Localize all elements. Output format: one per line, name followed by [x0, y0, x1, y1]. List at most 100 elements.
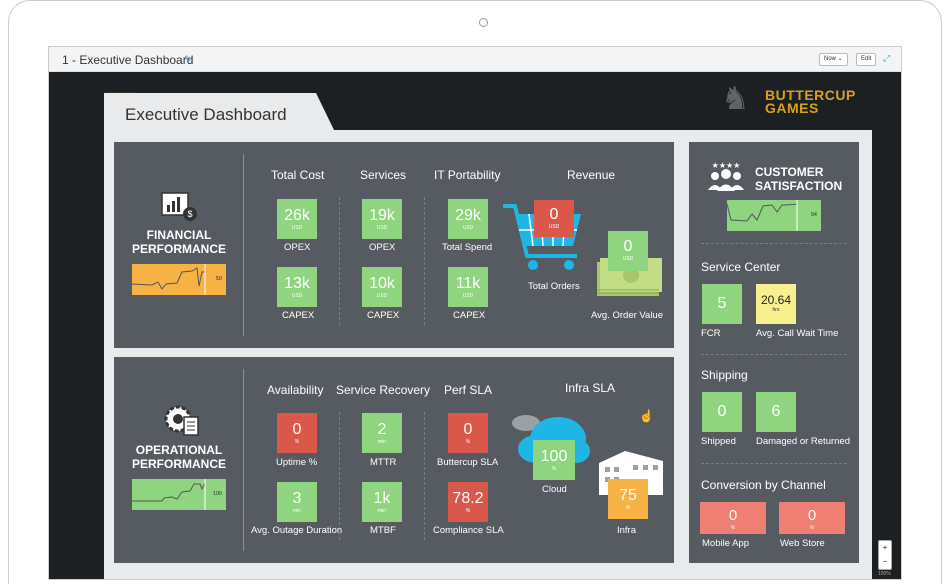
capex-portability-tile[interactable]: 11k USD [448, 267, 488, 307]
tile-label: Avg. Outage Duration [251, 525, 343, 536]
financial-spark-value: 50 [215, 276, 222, 282]
zoom-level: 100% [878, 571, 891, 577]
mttr-tile[interactable]: 2 min [362, 413, 402, 453]
total-orders-tile[interactable]: 0 USD [534, 200, 574, 237]
dashboard-canvas: ♞ BUTTERCUP GAMES Executive Dashboard $ … [49, 72, 901, 579]
financial-title: FINANCIAL PERFORMANCE [124, 228, 234, 256]
operational-title: OPERATIONAL PERFORMANCE [124, 443, 234, 471]
dashboard-title-tab: Executive Dashboard [104, 93, 334, 130]
total-spend-tile[interactable]: 29k USD [448, 199, 488, 239]
financial-title-line2: PERFORMANCE [131, 242, 226, 256]
operational-spark-value: 100 [212, 491, 222, 497]
zoom-out-button[interactable]: − [882, 557, 888, 566]
total-cost-header: Total Cost [271, 168, 325, 182]
customer-title-line1: CUSTOMER [755, 165, 824, 179]
mobile-app-tile[interactable]: 0% [700, 502, 766, 534]
tile-label: Avg. Call Wait Time [756, 328, 839, 339]
capex-services-tile[interactable]: 10k USD [362, 267, 402, 307]
divider [701, 354, 847, 355]
financial-chart-icon: $ [161, 192, 197, 221]
customer-spark-value: 94 [810, 212, 817, 218]
tile-label: Cloud [542, 484, 567, 495]
tile-label: OPEX [284, 242, 311, 253]
tile-label: CAPEX [453, 310, 486, 321]
avg-order-value-tile[interactable]: 0 USD [608, 231, 648, 271]
customer-sparkline: 94 [727, 200, 821, 231]
tile-label: Uptime % [276, 457, 318, 468]
buttercup-sla-tile[interactable]: 0% [448, 413, 488, 453]
it-portability-header: IT Portability [434, 168, 501, 182]
divider [424, 412, 425, 540]
tile-label: Infra [617, 525, 637, 536]
tile-label: Mobile App [702, 538, 750, 549]
capex-cost-tile[interactable]: 13k USD [277, 267, 317, 307]
operational-panel: OPERATIONAL PERFORMANCE 100 Availability… [114, 357, 674, 563]
svg-text:$: $ [187, 209, 192, 219]
horse-logo-icon: ♞ [721, 80, 750, 116]
tile-label: Buttercup SLA [437, 457, 499, 468]
customer-title: CUSTOMER SATISFACTION [755, 165, 842, 193]
brand-name-line2: GAMES [765, 100, 819, 116]
services-header: Services [360, 168, 407, 182]
opex-services-tile[interactable]: 19k USD [362, 199, 402, 239]
compliance-sla-tile[interactable]: 78.2% [448, 482, 488, 522]
zoom-in-button[interactable]: + [882, 543, 888, 552]
financial-panel: $ FINANCIAL PERFORMANCE 50 Total Cost Se… [114, 142, 674, 348]
divider [424, 197, 425, 325]
operational-title-line1: OPERATIONAL [135, 443, 223, 457]
tile-label: Damaged or Returned [756, 436, 850, 447]
customer-group-icon: ★★★★ [708, 161, 744, 191]
app-window: 1 - Executive Dashboard ✎ Now ⌄ Edit ⤢ ♞… [48, 46, 902, 580]
damaged-returned-tile[interactable]: 6 [756, 392, 796, 432]
customer-title-line2: SATISFACTION [755, 179, 843, 193]
revenue-header: Revenue [567, 168, 616, 182]
shipping-title: Shipping [701, 368, 748, 382]
divider [701, 463, 847, 464]
brand-logo: ♞ BUTTERCUP GAMES [721, 79, 871, 124]
customer-panel: ★★★★ CUSTOMER SATISFACTION 94 Service Ce… [689, 142, 859, 563]
divider [701, 243, 847, 244]
dashboard-tab-title[interactable]: 1 - Executive Dashboard [62, 53, 194, 67]
expand-icon[interactable]: ⤢ [883, 53, 891, 63]
availability-header: Availability [267, 383, 324, 397]
brand-name-line1: BUTTERCUP [765, 87, 856, 103]
call-wait-time-tile[interactable]: 20.64 hrs [756, 284, 796, 324]
mtbf-tile[interactable]: 1k min [362, 482, 402, 522]
hand-cursor-icon: ☝ [639, 409, 654, 423]
tile-label: MTBF [370, 525, 396, 536]
edit-button[interactable]: Edit [856, 53, 877, 66]
infra-sla-header: Infra SLA [565, 381, 616, 395]
opex-cost-tile[interactable]: 26k USD [277, 199, 317, 239]
tile-label: Total Spend [442, 242, 493, 253]
divider [243, 369, 244, 551]
tile-label: MTTR [370, 457, 397, 468]
edit-title-icon[interactable]: ✎ [184, 54, 192, 64]
service-recovery-header: Service Recovery [336, 383, 431, 397]
infra-sla-tile[interactable]: 75% [608, 479, 648, 519]
divider [339, 412, 340, 540]
web-store-tile[interactable]: 0% [779, 502, 845, 534]
financial-sparkline: 50 [132, 264, 226, 295]
tile-label: FCR [701, 328, 721, 339]
divider [339, 197, 340, 325]
cloud-sla-tile[interactable]: 100% [533, 440, 575, 480]
outage-duration-tile[interactable]: 3 min [277, 482, 317, 522]
shipped-tile[interactable]: 0 [702, 392, 742, 432]
page-title: Executive Dashboard [125, 105, 287, 124]
now-dropdown[interactable]: Now ⌄ [819, 53, 848, 66]
operational-title-line2: PERFORMANCE [131, 457, 226, 471]
tile-label: Web Store [780, 538, 825, 549]
uptime-tile[interactable]: 0% [277, 413, 317, 453]
gear-document-icon [164, 405, 199, 436]
tile-label: Avg. Order Value [591, 310, 663, 321]
tile-label: CAPEX [282, 310, 315, 321]
camera-dot [479, 18, 488, 27]
operational-sparkline: 100 [132, 479, 226, 510]
fcr-tile[interactable]: 5 [702, 284, 742, 324]
divider [243, 154, 244, 336]
zoom-controls: + − [878, 540, 892, 570]
tile-label: Compliance SLA [433, 525, 504, 536]
service-center-title: Service Center [701, 260, 781, 274]
tile-label: Shipped [701, 436, 736, 447]
svg-text:★★★★: ★★★★ [712, 161, 741, 170]
